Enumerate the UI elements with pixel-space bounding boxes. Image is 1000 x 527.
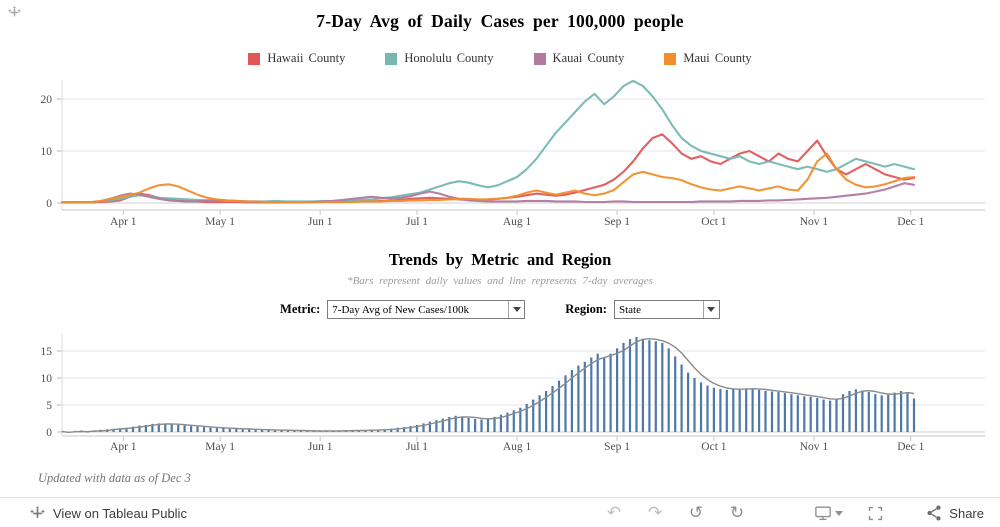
region-dropdown-value: State xyxy=(618,303,641,316)
share-button-label: Share xyxy=(949,505,984,521)
fullscreen-icon xyxy=(868,506,883,520)
svg-text:May 1: May 1 xyxy=(205,216,235,228)
replay-icon[interactable]: ↺ xyxy=(688,502,704,523)
legend-label-honolulu: Honolulu County xyxy=(404,51,494,65)
svg-text:Jun 1: Jun 1 xyxy=(308,441,333,453)
legend-swatch-maui xyxy=(664,52,677,65)
region-dropdown[interactable]: State xyxy=(613,300,720,319)
legend-swatch-kauai xyxy=(533,52,546,65)
legend-label-hawaii: Hawaii County xyxy=(267,51,346,65)
svg-text:Sep 1: Sep 1 xyxy=(604,216,630,228)
svg-text:Oct 1: Oct 1 xyxy=(701,441,726,453)
svg-text:Aug 1: Aug 1 xyxy=(503,441,532,453)
legend-label-maui: Maui County xyxy=(683,51,752,65)
dropdown-caret-icon[interactable] xyxy=(508,301,524,318)
view-on-tableau-public-link[interactable]: View on Tableau Public xyxy=(53,505,187,521)
metric-dropdown-value: 7-Day Avg of New Cases/100k xyxy=(332,303,469,316)
svg-text:Oct 1: Oct 1 xyxy=(701,216,726,228)
legend-item-honolulu-county[interactable]: Honolulu County xyxy=(385,51,494,66)
share-icon xyxy=(927,505,941,521)
monitor-icon xyxy=(815,506,831,521)
svg-text:Apr 1: Apr 1 xyxy=(110,216,137,228)
fullscreen-button[interactable] xyxy=(867,505,884,522)
svg-text:Apr 1: Apr 1 xyxy=(110,441,137,453)
refresh-icon[interactable]: ↻ xyxy=(729,502,745,523)
tableau-logo-small xyxy=(8,6,21,24)
svg-text:Dec 1: Dec 1 xyxy=(897,216,924,228)
svg-text:0: 0 xyxy=(46,198,52,210)
data-updated-caption: Updated with data as of Dec 3 xyxy=(38,471,191,485)
svg-text:5: 5 xyxy=(46,400,52,412)
bars-daily-values[interactable] xyxy=(60,337,916,434)
svg-text:15: 15 xyxy=(41,346,53,358)
top-chart-title: 7-Day Avg of Daily Cases per 100,000 peo… xyxy=(316,11,684,31)
line-chart-daily-cases[interactable]: 0 10 20 Apr 1 May 1 Jun 1 Jul 1 Aug 1 Sep 1 Oct 1… xyxy=(0,70,1000,232)
bottom-chart-subtitle: *Bars represent daily values and line re… xyxy=(347,275,653,287)
x-axis: Apr 1 May 1 Jun 1 Jul 1 Aug 1 Sep 1 Oct 1 Nov 1… xyxy=(62,209,985,228)
svg-text:0: 0 xyxy=(46,427,52,439)
chevron-down-icon xyxy=(835,510,843,516)
svg-text:10: 10 xyxy=(41,373,53,385)
svg-text:Nov 1: Nov 1 xyxy=(800,216,829,228)
x-axis: Apr 1 May 1 Jun 1 Jul 1 Aug 1 Sep 1 Oct 1 Nov 1… xyxy=(62,435,985,453)
legend-swatch-honolulu xyxy=(385,52,398,65)
metric-label: Metric: xyxy=(280,302,321,316)
svg-text:Aug 1: Aug 1 xyxy=(503,216,532,228)
tableau-logo-icon xyxy=(30,505,45,521)
avg-line-7day[interactable] xyxy=(61,338,915,433)
svg-text:Dec 1: Dec 1 xyxy=(897,441,924,453)
tableau-toolbar: View on Tableau Public ↶ ↷ ↺ ↻ xyxy=(0,497,1000,527)
svg-text:Jul 1: Jul 1 xyxy=(406,216,428,228)
series-maui-county[interactable] xyxy=(60,152,916,204)
legend: Hawaii County Honolulu County Kauai Coun… xyxy=(0,51,1000,66)
legend-item-maui-county[interactable]: Maui County xyxy=(664,51,752,66)
region-label: Region: xyxy=(565,302,607,316)
legend-swatch-hawaii xyxy=(248,52,261,65)
dropdown-caret-icon[interactable] xyxy=(702,301,719,318)
svg-text:Jun 1: Jun 1 xyxy=(308,216,333,228)
redo-icon[interactable]: ↷ xyxy=(647,502,663,523)
series-kauai-county[interactable] xyxy=(60,182,916,204)
y-axis: 0 10 20 xyxy=(41,80,985,210)
device-layout-button[interactable] xyxy=(814,505,843,521)
share-button[interactable]: Share xyxy=(926,498,984,527)
metric-dropdown[interactable]: 7-Day Avg of New Cases/100k xyxy=(327,300,526,319)
svg-text:Jul 1: Jul 1 xyxy=(406,441,428,453)
svg-text:Sep 1: Sep 1 xyxy=(604,441,630,453)
legend-label-kauai: Kauai County xyxy=(552,51,625,65)
filter-controls: Metric: 7-Day Avg of New Cases/100k Regi… xyxy=(0,300,1000,319)
legend-item-kauai-county[interactable]: Kauai County xyxy=(533,51,625,66)
undo-icon[interactable]: ↶ xyxy=(606,502,622,523)
svg-text:10: 10 xyxy=(41,146,53,158)
legend-item-hawaii-county[interactable]: Hawaii County xyxy=(248,51,345,66)
svg-text:Nov 1: Nov 1 xyxy=(800,441,829,453)
bar-chart-trends[interactable]: 0 5 10 15 Apr 1 May 1 Jun 1 Jul 1 Aug 1 Sep 1 Oct … xyxy=(0,326,1000,458)
bottom-chart-title: Trends by Metric and Region xyxy=(388,250,612,269)
svg-text:20: 20 xyxy=(41,94,53,106)
svg-text:May 1: May 1 xyxy=(205,441,235,453)
